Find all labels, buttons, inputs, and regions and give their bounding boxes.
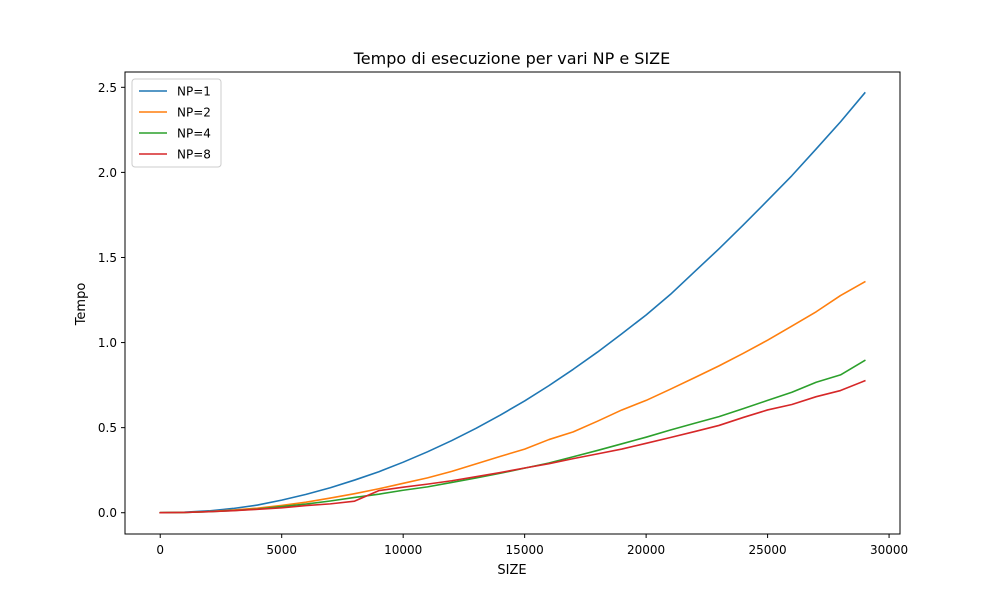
chart-title: Tempo di esecuzione per vari NP e SIZE	[353, 49, 671, 68]
series-line-4	[159, 379, 866, 514]
y-tick-label: 2.0	[98, 166, 117, 180]
y-tick-label: 0.0	[98, 506, 117, 520]
x-axis-label: SIZE	[497, 563, 526, 578]
y-tick-label: 2.5	[98, 81, 117, 95]
series-line-2	[159, 280, 866, 514]
x-tick-label: 30000	[870, 543, 908, 557]
x-tick-label: 15000	[506, 543, 544, 557]
x-tick-label: 5000	[266, 543, 297, 557]
plot-lines	[159, 91, 866, 514]
x-tick-label: 25000	[749, 543, 787, 557]
x-tick-label: 20000	[627, 543, 665, 557]
y-axis-ticks: 0.0 0.5 1.0 1.5 2.0 2.5	[98, 81, 125, 520]
x-axis-ticks: 0 5000 10000 15000 20000 25000 30000	[156, 534, 908, 557]
legend-label-1: NP=1	[177, 85, 211, 99]
legend-box	[131, 78, 222, 168]
plot-frame	[124, 71, 901, 535]
legend-label-3: NP=4	[177, 127, 211, 141]
y-tick-label: 1.5	[98, 251, 117, 265]
series-line-3	[159, 359, 866, 514]
legend-label-4: NP=8	[177, 148, 211, 162]
x-tick-label: 10000	[384, 543, 422, 557]
y-tick-label: 0.5	[98, 421, 117, 435]
y-tick-label: 1.0	[98, 336, 117, 350]
x-tick-label: 0	[156, 543, 164, 557]
series-line-1	[159, 91, 866, 514]
legend-label-2: NP=2	[177, 106, 211, 120]
y-axis-label: Tempo	[74, 283, 89, 327]
legend: NP=1 NP=2 NP=4 NP=8	[131, 78, 222, 168]
